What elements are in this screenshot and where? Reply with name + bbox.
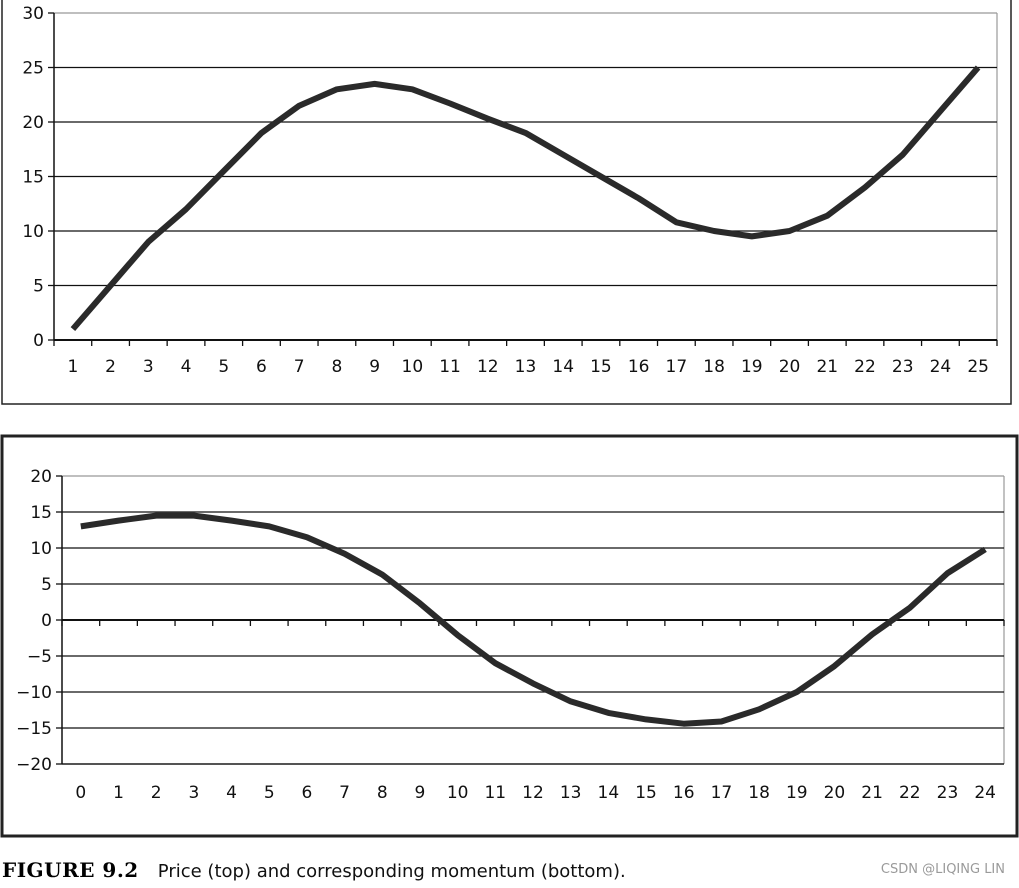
momentum-x-tick-label: 8 (377, 783, 388, 803)
price-x-tick-label: 8 (331, 357, 342, 377)
momentum-y-tick-label: −5 (27, 647, 52, 667)
momentum-x-tick-label: 5 (264, 783, 275, 803)
price-x-tick-label: 18 (703, 357, 725, 377)
price-x-tick-label: 14 (552, 357, 574, 377)
price-y-tick-label: 25 (22, 59, 44, 79)
momentum-x-tick-label: 13 (560, 783, 582, 803)
momentum-x-tick-label: 3 (188, 783, 199, 803)
price-chart-y-tick-labels: 0 5 10 15 20 25 30 (22, 4, 44, 351)
price-x-tick-label: 11 (439, 357, 461, 377)
momentum-chart-x-tick-labels: 0 1 2 3 4 5 6 7 8 9 10 11 12 13 14 15 16 17 18 19 20 21 22 23 24 (75, 783, 996, 803)
price-y-tick-label: 30 (22, 4, 44, 24)
price-x-tick-label: 4 (181, 357, 192, 377)
price-x-tick-label: 19 (741, 357, 763, 377)
price-x-tick-label: 5 (218, 357, 229, 377)
price-chart-frame (1, 0, 1012, 405)
price-x-tick-label: 1 (67, 357, 78, 377)
momentum-x-tick-label: 14 (598, 783, 620, 803)
price-x-tick-label: 20 (779, 357, 801, 377)
price-chart-x-tick-labels: 1 2 3 4 5 6 7 8 9 10 11 12 13 14 15 16 17 18 19 20 21 22 23 24 2… (67, 357, 989, 377)
figure-caption: FIGURE 9.2 Price (top) and corresponding… (2, 858, 626, 882)
price-x-tick-label: 15 (590, 357, 612, 377)
momentum-x-tick-label: 4 (226, 783, 237, 803)
momentum-x-tick-label: 16 (673, 783, 695, 803)
price-x-tick-label: 3 (143, 357, 154, 377)
momentum-y-tick-label: −15 (16, 719, 52, 739)
price-chart-series (70, 65, 981, 332)
momentum-y-tick-label: 15 (30, 503, 52, 523)
price-y-tick-label: 5 (33, 277, 44, 297)
price-x-tick-label: 25 (967, 357, 989, 377)
price-y-tick-label: 15 (22, 168, 44, 188)
price-x-tick-label: 10 (402, 357, 424, 377)
momentum-y-tick-label: −10 (16, 683, 52, 703)
price-x-tick-label: 16 (628, 357, 650, 377)
price-x-tick-label: 23 (892, 357, 914, 377)
price-x-tick-label: 22 (854, 357, 876, 377)
momentum-x-tick-label: 10 (447, 783, 469, 803)
momentum-x-tick-label: 19 (786, 783, 808, 803)
momentum-y-tick-label: 0 (41, 611, 52, 631)
price-x-tick-label: 7 (294, 357, 305, 377)
momentum-x-tick-label: 12 (522, 783, 544, 803)
price-y-tick-label: 0 (33, 331, 44, 351)
momentum-chart-series (80, 512, 987, 727)
momentum-series-line (80, 512, 987, 727)
price-x-tick-label: 24 (930, 357, 952, 377)
price-x-tick-label: 21 (816, 357, 838, 377)
price-x-tick-label: 2 (105, 357, 116, 377)
price-x-tick-label: 6 (256, 357, 267, 377)
momentum-y-tick-label: 20 (30, 467, 52, 487)
momentum-x-tick-label: 17 (711, 783, 733, 803)
price-y-tick-label: 10 (22, 222, 44, 242)
watermark-text: CSDN @LIQING LIN (880, 862, 1005, 877)
momentum-x-tick-label: 11 (484, 783, 506, 803)
momentum-x-tick-label: 22 (899, 783, 921, 803)
momentum-x-tick-label: 15 (635, 783, 657, 803)
momentum-x-tick-label: 20 (824, 783, 846, 803)
momentum-chart-frame (0, 434, 1019, 838)
momentum-x-tick-label: 18 (748, 783, 770, 803)
price-chart-axes (48, 12, 998, 346)
momentum-x-tick-label: 0 (75, 783, 86, 803)
price-y-tick-label: 20 (22, 113, 44, 133)
momentum-x-tick-label: 9 (415, 783, 426, 803)
momentum-y-tick-label: 5 (41, 575, 52, 595)
price-x-tick-label: 12 (477, 357, 499, 377)
figure-caption-text: Price (top) and corresponding momentum (… (157, 861, 626, 882)
figure-label: FIGURE 9.2 (2, 858, 139, 882)
momentum-x-tick-label: 2 (151, 783, 162, 803)
momentum-x-tick-label: 21 (861, 783, 883, 803)
momentum-chart-axes (56, 475, 1005, 765)
price-x-tick-label: 17 (666, 357, 688, 377)
price-chart-gridlines (54, 12, 998, 341)
momentum-x-tick-label: 1 (113, 783, 124, 803)
momentum-x-tick-label: 6 (302, 783, 313, 803)
momentum-x-tick-label: 24 (974, 783, 996, 803)
momentum-y-tick-label: −20 (16, 755, 52, 775)
momentum-y-tick-label: 10 (30, 539, 52, 559)
momentum-chart-y-tick-labels: −20 −15 −10 −5 0 5 10 15 20 (16, 467, 52, 775)
price-series-line (70, 65, 981, 332)
price-x-tick-label: 13 (515, 357, 537, 377)
momentum-x-tick-label: 7 (339, 783, 350, 803)
momentum-x-tick-label: 23 (937, 783, 959, 803)
price-x-tick-label: 9 (369, 357, 380, 377)
